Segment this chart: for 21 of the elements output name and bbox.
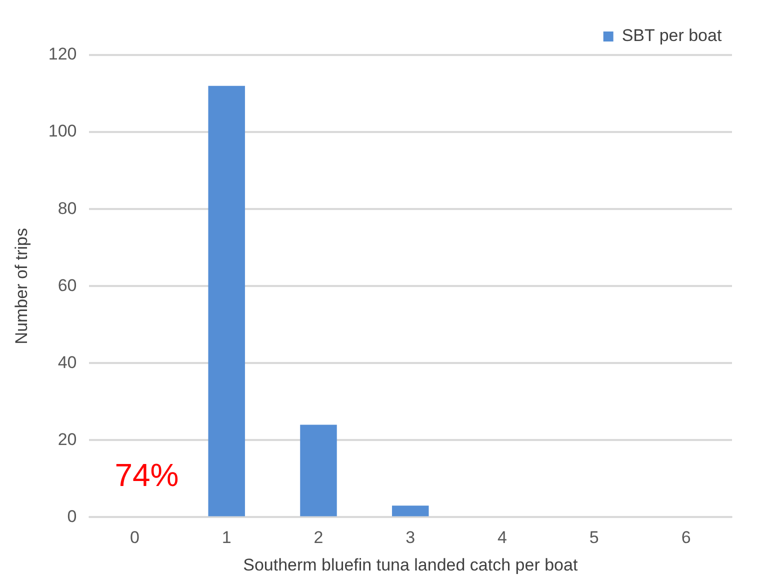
y-axis-title: Number of trips <box>12 228 31 344</box>
x-tick-label: 4 <box>498 528 508 548</box>
y-tick-label: 100 <box>48 122 77 141</box>
x-tick-label: 1 <box>222 528 232 548</box>
annotation: 74% <box>114 457 179 494</box>
x-axis-title: Southerm bluefin tuna landed catch per boat <box>243 555 578 574</box>
y-tick-label: 20 <box>58 430 77 449</box>
bar <box>208 86 245 516</box>
y-tick-label: 60 <box>58 276 77 295</box>
y-tick-label: 80 <box>58 198 77 218</box>
bar <box>300 424 337 516</box>
y-tick-label: 120 <box>48 44 77 64</box>
x-tick-label: 0 <box>130 528 140 548</box>
y-tick-label: 0 <box>67 506 77 526</box>
x-tick-label: 5 <box>589 528 599 548</box>
x-tick-label: 2 <box>314 528 324 548</box>
x-tick-label: 6 <box>681 528 691 548</box>
x-tick-label: 3 <box>406 528 416 548</box>
bar <box>392 506 429 516</box>
y-tick-label: 40 <box>58 352 77 372</box>
legend-label: SBT per boat <box>622 26 722 46</box>
